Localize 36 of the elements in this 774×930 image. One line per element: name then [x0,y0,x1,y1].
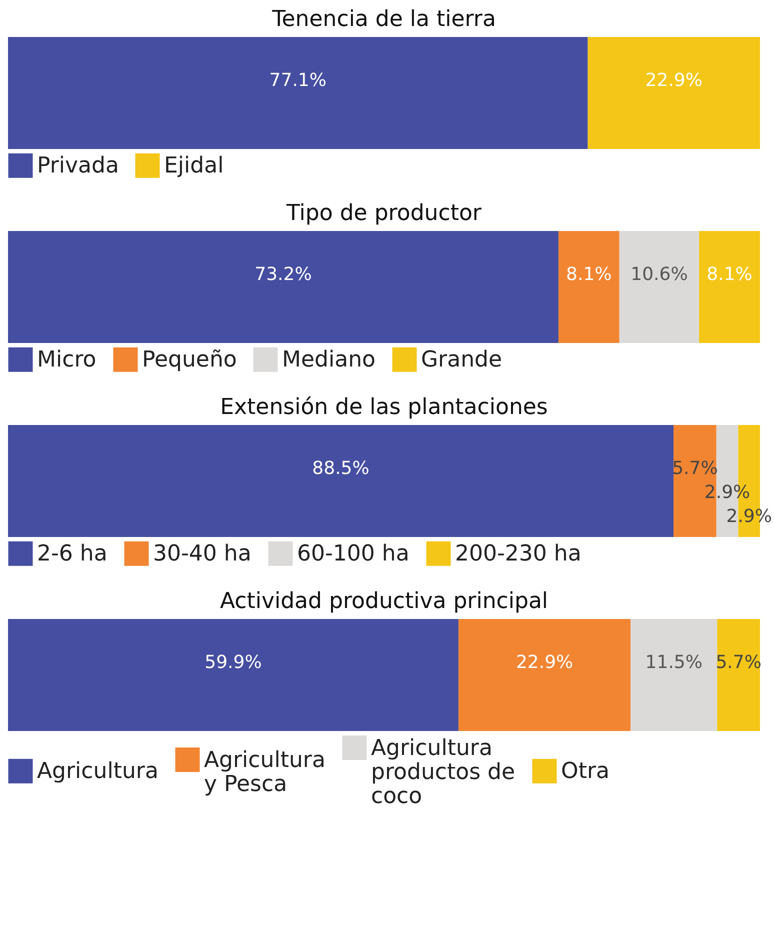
chart-title: Extensión de las plantaciones [220,395,548,420]
bar [458,619,631,731]
bar [699,231,760,343]
legend-label: 30-40 ha [153,542,252,567]
legend-label: 2-6 ha [37,542,108,567]
legend-label: Mediano [282,348,376,373]
legend-label: 200-230 ha [455,542,582,567]
legend-label: Ejidal [164,154,224,179]
legend-label: Agricultura y Pesca [204,748,326,797]
legend-label: Privada [37,154,119,179]
legend-label: Grande [421,348,502,373]
chart-title: Actividad productiva principal [220,589,548,614]
data-label: 73.2% [254,264,312,285]
data-label: 59.9% [204,652,262,673]
data-label: 8.1% [566,264,612,285]
data-label: 11.5% [645,652,702,673]
legend-label: Agricultura productos de coco [371,736,516,809]
bar [619,231,700,343]
legend-label: Otra [561,759,610,784]
bar [8,425,674,537]
chart-title: Tenencia de la tierra [271,7,496,32]
data-label: 77.1% [269,70,326,91]
series-label: Micro [37,348,96,373]
bar [630,619,718,731]
bar [8,231,558,343]
bar [558,231,620,343]
bar [8,619,458,731]
legend-label: 60-100 ha [297,542,410,567]
data-label: 88.5% [312,458,370,479]
data-label: 10.6% [630,264,688,285]
data-label: 22.9% [645,70,702,91]
data-label: 22.9% [516,652,574,673]
series-label: Agricultura [37,759,158,784]
legend-label: Pequeño [142,348,237,373]
chart-title: Tipo de productor [286,201,482,226]
data-label: 8.1% [706,264,752,285]
